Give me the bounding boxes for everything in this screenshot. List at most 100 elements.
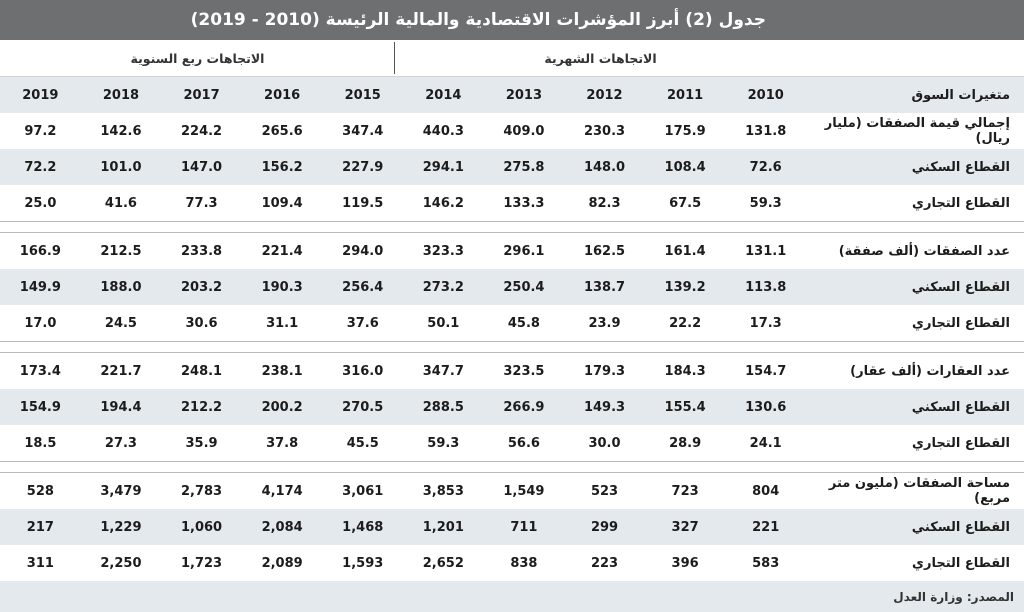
table-cell: 3,061 [342, 483, 384, 499]
row-label: القطاع التجاري [912, 195, 1010, 211]
table-cell: 294.0 [342, 243, 384, 259]
table-cell: 217 [26, 519, 54, 535]
table-cell: 347.7 [422, 363, 464, 379]
table-cell: 323.3 [422, 243, 464, 259]
table-cell: 528 [26, 483, 54, 499]
table-cell: 97.2 [24, 123, 57, 139]
table-title: جدول (2) أبرز المؤشرات الاقتصادية والمال… [0, 0, 1024, 40]
table-cell: 109.4 [261, 195, 303, 211]
table-cell: 1,060 [180, 519, 223, 535]
table-cell: 224.2 [180, 123, 223, 139]
table-cell: 190.3 [261, 279, 303, 295]
table-cell: 275.8 [503, 159, 545, 175]
table-cell: 212.2 [180, 399, 223, 415]
table-cell: 82.3 [588, 195, 621, 211]
table-cell: 1,468 [342, 519, 384, 535]
table-cell: 203.2 [180, 279, 223, 295]
table-cell: 1,201 [422, 519, 464, 535]
table-cell: 30.6 [185, 315, 218, 331]
table-row: القطاع السكني 130.6 155.4 149.3 266.9 288.5 27… [0, 389, 1024, 425]
table-cell: 138.7 [583, 279, 626, 295]
table-cell: 28.9 [669, 435, 702, 451]
table-cell: 1,723 [180, 555, 223, 571]
section-separator [0, 461, 1024, 473]
table-cell: 323.5 [503, 363, 545, 379]
table-cell: 288.5 [422, 399, 464, 415]
table-cell: 101.0 [100, 159, 142, 175]
row-label: القطاع السكني [911, 159, 1010, 175]
table-row: القطاع التجاري 17.3 22.2 23.9 45.8 50.1 37.6 31… [0, 305, 1024, 341]
table-cell: 1,229 [100, 519, 142, 535]
group-quarterly-label: الاتجاهات ربع السنوية [130, 50, 265, 66]
table-cell: 233.8 [180, 243, 223, 259]
table-cell: 230.3 [583, 123, 626, 139]
table-cell: 583 [752, 555, 780, 571]
table-cell: 131.1 [745, 243, 787, 259]
table-cell: 72.6 [749, 159, 782, 175]
table-cell: 59.3 [427, 435, 460, 451]
table-cell: 221 [752, 519, 780, 535]
column-header-label: متغيرات السوق [911, 87, 1010, 103]
table-cell: 440.3 [422, 123, 464, 139]
table-cell: 2,089 [261, 555, 303, 571]
table-cell: 1,549 [503, 483, 545, 499]
table-cell: 154.9 [19, 399, 61, 415]
table-cell: 108.4 [664, 159, 706, 175]
section-separator [0, 341, 1024, 353]
table-cell: 1,593 [342, 555, 384, 571]
year-header: 2010 [747, 87, 784, 103]
year-header: 2019 [22, 87, 59, 103]
row-label: القطاع التجاري [912, 315, 1010, 331]
table-cell: 166.9 [19, 243, 61, 259]
table-cell: 711 [510, 519, 538, 535]
table-row: القطاع التجاري 583 396 223 838 2,652 1,593 2,08… [0, 545, 1024, 581]
table-cell: 37.6 [346, 315, 379, 331]
table-cell: 148.0 [583, 159, 626, 175]
table-body: إجمالي قيمة الصفقات (مليار ريال) 131.8 175… [0, 113, 1024, 581]
year-header: 2017 [183, 87, 220, 103]
year-header: 2011 [667, 87, 704, 103]
table-cell: 223 [590, 555, 619, 571]
table-cell: 270.5 [342, 399, 384, 415]
table-cell: 200.2 [261, 399, 303, 415]
table-cell: 154.7 [745, 363, 787, 379]
table-row: إجمالي قيمة الصفقات (مليار ريال) 131.8 175… [0, 113, 1024, 149]
table-cell: 238.1 [261, 363, 303, 379]
table-row: عدد العقارات (ألف عقار) 154.7 184.3 179.3 32… [0, 353, 1024, 389]
row-label: عدد الصفقات (ألف صفقة) [838, 243, 1010, 259]
table-cell: 67.5 [669, 195, 702, 211]
table-cell: 347.4 [342, 123, 384, 139]
table-cell: 250.4 [503, 279, 545, 295]
table-cell: 24.5 [104, 315, 137, 331]
group-header-row: الاتجاهات الشهرية الاتجاهات ربع السنوية [0, 40, 1024, 77]
table-cell: 266.9 [503, 399, 545, 415]
table-cell: 30.0 [588, 435, 621, 451]
table-cell: 311 [26, 555, 54, 571]
table-cell: 23.9 [588, 315, 621, 331]
table-cell: 409.0 [503, 123, 545, 139]
table-cell: 3,479 [100, 483, 142, 499]
table-cell: 149.3 [583, 399, 626, 415]
table-cell: 188.0 [100, 279, 142, 295]
table-row: عدد الصفقات (ألف صفقة) 131.1 161.4 162.5 296… [0, 233, 1024, 269]
table-cell: 119.5 [342, 195, 384, 211]
table-row: القطاع التجاري 24.1 28.9 30.0 56.6 59.3 45.5 37… [0, 425, 1024, 461]
table-cell: 2,084 [261, 519, 303, 535]
table-cell: 50.1 [427, 315, 460, 331]
row-label: مساحة الصفقات (مليون متر مربع) [828, 476, 1010, 506]
table-cell: 131.8 [745, 123, 787, 139]
table-cell: 838 [510, 555, 538, 571]
table-cell: 327 [671, 519, 699, 535]
table-cell: 248.1 [180, 363, 223, 379]
row-label: القطاع التجاري [912, 435, 1010, 451]
source-note: المصدر: وزارة العدل [0, 581, 1024, 612]
table-cell: 45.5 [346, 435, 379, 451]
group-monthly-label: الاتجاهات الشهرية [544, 50, 657, 66]
table-cell: 41.6 [104, 195, 137, 211]
table-cell: 155.4 [664, 399, 706, 415]
table-cell: 2,652 [422, 555, 464, 571]
year-header: 2013 [505, 87, 543, 103]
table-cell: 45.8 [507, 315, 540, 331]
year-header-row: متغيرات السوق 2010 2011 2012 2013 2014 2… [0, 77, 1024, 113]
year-header: 2018 [102, 87, 140, 103]
